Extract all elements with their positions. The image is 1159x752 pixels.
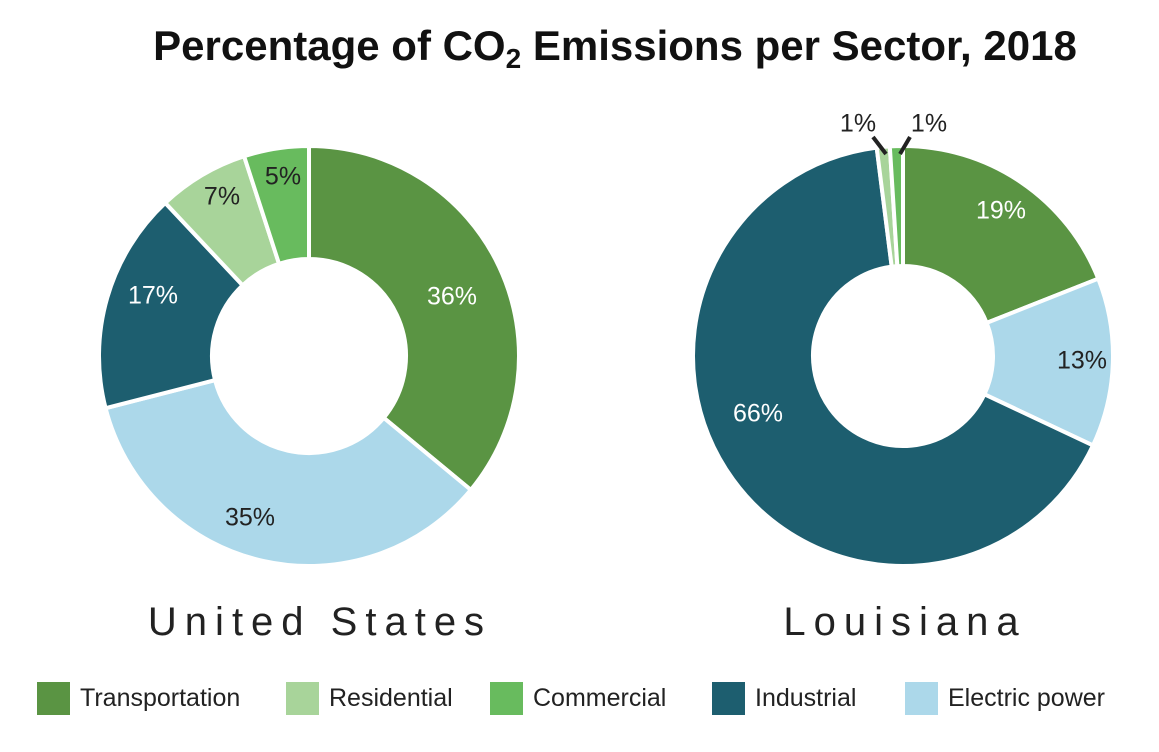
data-label-united-states-electric-power: 35% [225,504,275,532]
title-main: Percentage of CO [153,22,506,69]
data-label-louisiana-commercial: 1% [911,110,947,138]
slice-united-states-industrial [97,200,246,411]
slice-united-states-electric-power [103,377,474,568]
slice-louisiana-transportation [901,143,1101,326]
legend-item-transportation: Transportation [37,680,240,716]
donut-charts: 36% 35% 17% 7% 5% 19% 13% 66% 1% 1% [97,110,1115,568]
slice-louisiana-electric-power [981,276,1115,449]
data-label-louisiana-residential: 1% [840,110,876,138]
chart-name-louisiana: Louisiana [783,600,1027,644]
donut-united-states: 36% 35% 17% 7% 5% [97,143,521,568]
legend-label-residential: Residential [329,683,453,712]
title-tail: Emissions per Sector, 2018 [521,22,1077,69]
donut-louisiana: 19% 13% 66% 1% 1% [691,110,1115,568]
legend-item-commercial: Commercial [490,680,666,716]
slice-louisiana-commercial [887,143,905,269]
data-label-united-states-industrial: 17% [128,282,178,310]
legend-swatch-transportation [37,681,70,715]
chart-title: Percentage of CO2 Emissions per Sector, … [0,22,1159,75]
legend-item-residential: Residential [286,680,453,716]
legend: Transportation Residential Commercial In… [0,680,1159,720]
chart-name-united-states: United States [147,600,493,644]
data-label-united-states-transportation: 36% [427,283,477,311]
legend-swatch-residential [286,681,319,715]
data-label-united-states-commercial: 5% [265,163,301,191]
legend-item-industrial: Industrial [712,680,856,716]
leader-line-louisiana-commercial [898,135,912,156]
legend-swatch-electric-power [905,681,938,715]
legend-swatch-industrial [712,681,745,715]
slice-united-states-transportation [307,143,521,493]
slice-united-states-commercial [241,143,311,267]
legend-item-electric-power: Electric power [905,680,1105,716]
legend-label-electric-power: Electric power [948,683,1105,712]
data-label-louisiana-electric-power: 13% [1057,347,1107,375]
legend-swatch-commercial [490,681,523,715]
slice-louisiana-industrial [691,145,1096,568]
leader-line-louisiana-residential [871,135,888,156]
data-label-louisiana-transportation: 19% [976,197,1026,225]
legend-label-industrial: Industrial [755,683,857,712]
legend-label-transportation: Transportation [80,683,241,712]
title-subscript: 2 [505,43,522,74]
legend-label-commercial: Commercial [533,683,667,712]
data-label-louisiana-industrial: 66% [733,400,783,428]
data-label-united-states-residential: 7% [204,183,240,211]
